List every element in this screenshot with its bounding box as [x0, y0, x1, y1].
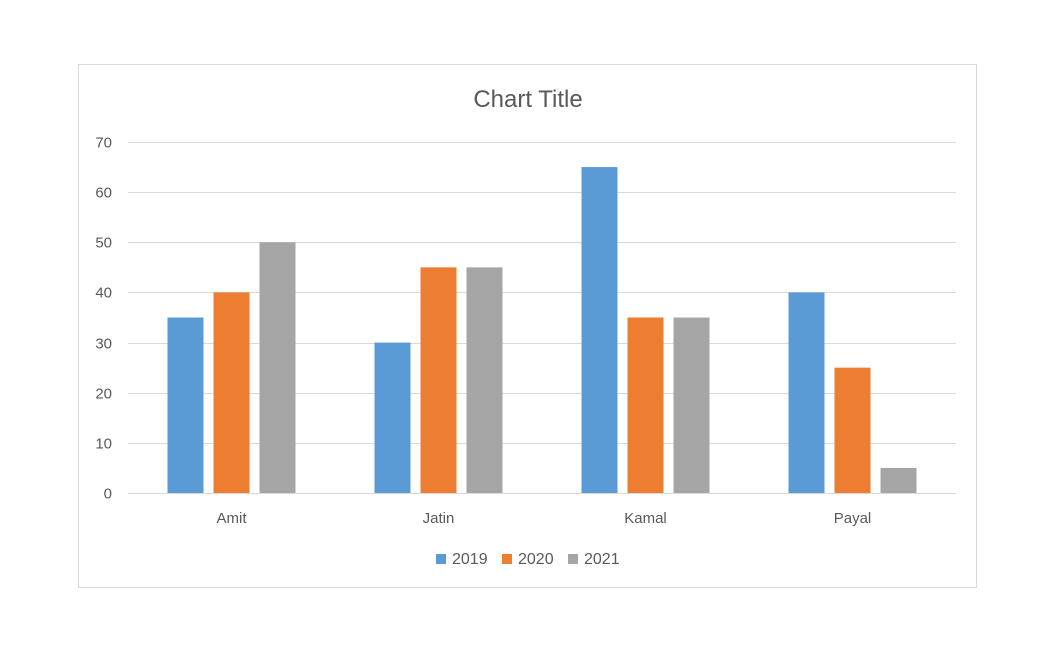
y-tick-label: 10 — [95, 436, 112, 453]
y-tick-label: 40 — [95, 285, 112, 302]
bars — [167, 167, 917, 494]
bar-kamal-2021 — [673, 317, 710, 493]
legend-label: 2020 — [518, 551, 554, 568]
bar-kamal-2019 — [581, 167, 618, 494]
bar-payal-2019 — [788, 292, 825, 493]
legend: 2019 2020 2021 — [436, 551, 620, 568]
chart-title: Chart Title — [473, 86, 582, 113]
x-tick-label: Amit — [217, 510, 248, 527]
bar-jatin-2020 — [420, 267, 457, 493]
gridlines — [128, 142, 956, 494]
legend-swatch-2019 — [436, 554, 446, 564]
y-tick-label: 30 — [95, 336, 112, 353]
bar-payal-2021 — [880, 467, 917, 493]
y-tick-label: 50 — [95, 235, 112, 252]
bar-amit-2019 — [167, 317, 204, 493]
bar-payal-2020 — [834, 367, 871, 493]
legend-swatch-2021 — [568, 554, 578, 564]
x-axis-ticks: Amit Jatin Kamal Payal — [217, 510, 872, 527]
y-tick-label: 70 — [95, 135, 112, 152]
chart-frame: Chart Title 0 10 20 30 40 50 60 70 Amit Jatin Kam… — [78, 64, 977, 588]
y-tick-label: 20 — [95, 386, 112, 403]
bar-jatin-2021 — [466, 267, 503, 493]
y-tick-label: 0 — [104, 486, 112, 503]
bar-amit-2020 — [213, 292, 250, 493]
legend-swatch-2020 — [502, 554, 512, 564]
bar-jatin-2019 — [374, 342, 411, 493]
bar-amit-2021 — [259, 242, 296, 493]
legend-label: 2019 — [452, 551, 488, 568]
bar-kamal-2020 — [627, 317, 664, 493]
x-tick-label: Kamal — [624, 510, 667, 527]
x-tick-label: Payal — [834, 510, 872, 527]
chart-svg: Chart Title 0 10 20 30 40 50 60 70 Amit Jatin Kam… — [95, 86, 956, 568]
x-tick-label: Jatin — [423, 510, 455, 527]
y-tick-label: 60 — [95, 185, 112, 202]
legend-label: 2021 — [584, 551, 620, 568]
y-axis-ticks: 0 10 20 30 40 50 60 70 — [95, 135, 112, 503]
